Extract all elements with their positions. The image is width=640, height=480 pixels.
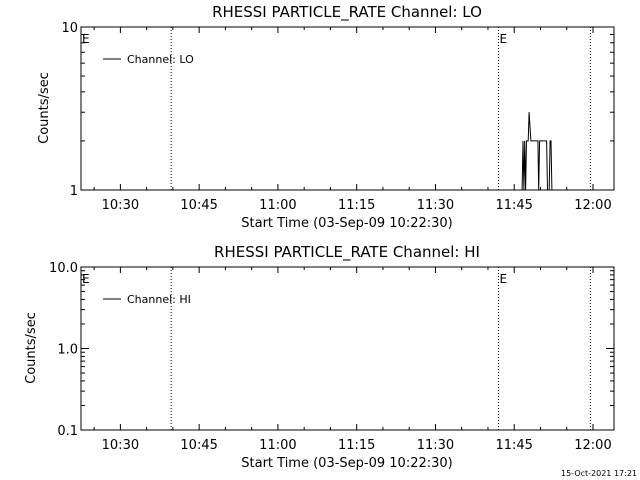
x-axis-label: Start Time (03-Sep-09 10:22:30) [241,456,452,471]
x-tick-label: 12:00 [574,438,611,453]
x-tick-label: 10:30 [102,438,139,453]
x-axis-label: Start Time (03-Sep-09 10:22:30) [241,216,452,231]
x-tick-label: 11:00 [259,198,296,213]
event-marker-label: E [82,32,90,46]
y-tick-label: 10 [61,21,78,36]
x-tick-label: 11:45 [495,198,532,213]
legend-label: Channel: HI [127,293,191,306]
x-tick-label: 11:00 [259,438,296,453]
y-tick-label: 1 [70,184,78,199]
chart-panel-hi: RHESSI PARTICLE_RATE Channel: HI Counts/… [24,243,615,471]
y-axis-label: Counts/sec [37,72,52,144]
x-tick-label: 11:15 [338,198,375,213]
x-tick-label: 11:15 [338,438,375,453]
event-marker-label: E [499,272,507,286]
x-tick-label: 10:45 [180,198,217,213]
x-tick-label: 11:45 [495,438,532,453]
x-tick-label: 12:00 [574,198,611,213]
y-tick-label: 1.0 [57,343,78,358]
plot-frame [80,266,615,431]
x-tick-label: 11:30 [417,438,454,453]
chart-title: RHESSI PARTICLE_RATE Channel: LO [212,3,482,22]
chart-title: RHESSI PARTICLE_RATE Channel: HI [214,243,480,262]
series-line [521,112,553,191]
x-tick-label: 10:30 [102,198,139,213]
event-marker-label: E [82,272,90,286]
legend-label: Channel: LO [127,53,194,66]
footer-timestamp: 15-Oct-2021 17:21 [561,469,637,478]
y-tick-label: 0.1 [57,424,78,439]
y-axis-label: Counts/sec [24,312,39,384]
x-tick-label: 10:45 [180,438,217,453]
plot-frame [80,26,615,191]
chart-panel-lo: RHESSI PARTICLE_RATE Channel: LO Counts/… [37,3,615,231]
y-tick-label: 10.0 [49,261,78,276]
x-tick-label: 11:30 [417,198,454,213]
event-marker-label: E [499,32,507,46]
